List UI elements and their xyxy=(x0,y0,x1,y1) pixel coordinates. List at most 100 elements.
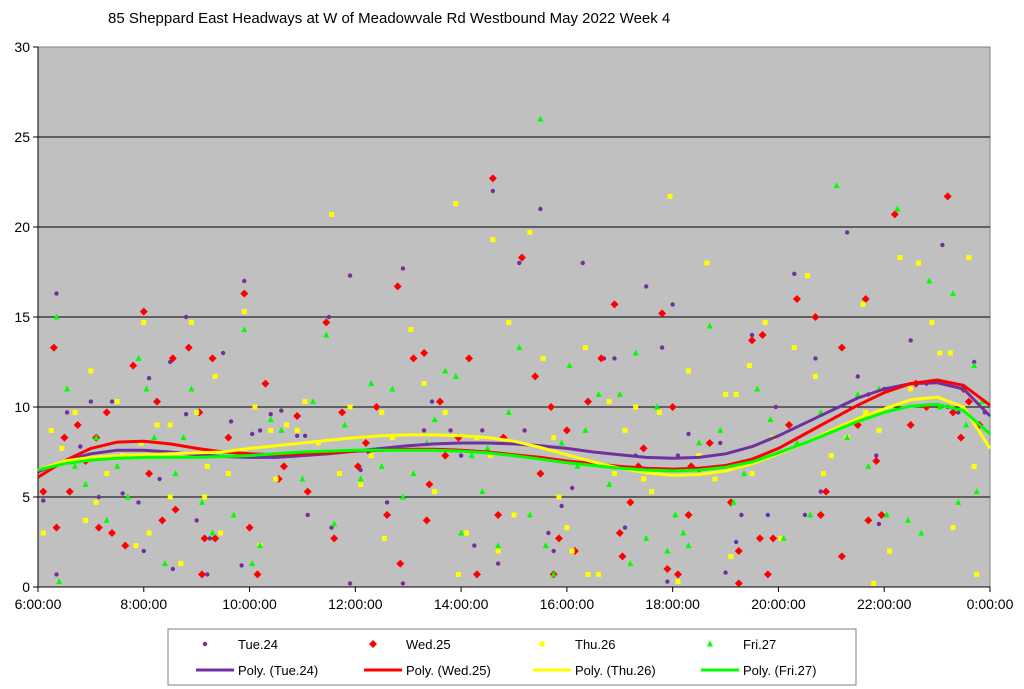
data-point xyxy=(658,309,667,318)
data-point xyxy=(495,548,501,554)
data-point xyxy=(812,373,818,379)
data-point xyxy=(323,331,330,338)
data-point xyxy=(261,379,270,388)
data-point xyxy=(93,499,99,505)
data-point xyxy=(452,372,459,379)
data-point xyxy=(641,476,647,482)
data-point xyxy=(54,291,59,296)
data-point xyxy=(479,488,486,495)
data-point xyxy=(448,428,453,433)
data-point xyxy=(208,354,217,363)
legend-label: Thu.26 xyxy=(575,637,615,652)
data-point xyxy=(733,539,739,545)
data-point xyxy=(890,210,899,219)
data-point xyxy=(908,338,913,343)
data-point xyxy=(537,115,544,122)
data-point xyxy=(675,579,681,585)
data-point xyxy=(239,563,244,568)
data-point xyxy=(871,580,877,586)
data-point xyxy=(442,409,448,415)
data-point xyxy=(487,453,493,459)
data-point xyxy=(94,523,103,532)
data-point xyxy=(616,390,623,397)
data-point xyxy=(574,462,581,469)
data-point xyxy=(551,435,557,441)
data-point xyxy=(837,552,846,561)
data-point xyxy=(673,570,682,579)
data-point xyxy=(845,230,850,235)
y-tick-label: 30 xyxy=(14,39,30,55)
data-point xyxy=(626,498,635,507)
data-point xyxy=(705,439,714,447)
data-point xyxy=(205,572,210,577)
data-point xyxy=(241,309,247,315)
data-point xyxy=(680,529,687,536)
data-point xyxy=(791,345,797,351)
data-point xyxy=(241,326,248,333)
data-point xyxy=(610,300,619,309)
data-point xyxy=(78,444,83,449)
data-point xyxy=(421,428,427,433)
data-point xyxy=(792,271,797,276)
data-point xyxy=(167,494,173,500)
data-point xyxy=(294,433,300,438)
data-point xyxy=(294,427,300,433)
data-point xyxy=(632,349,639,356)
data-point xyxy=(706,322,713,329)
data-point xyxy=(854,390,861,397)
data-point xyxy=(855,374,860,379)
data-point xyxy=(383,511,392,519)
data-point xyxy=(207,536,213,541)
data-point xyxy=(816,511,825,519)
data-point xyxy=(622,427,628,433)
data-point xyxy=(517,253,526,262)
data-point xyxy=(547,403,556,411)
data-point xyxy=(872,457,881,465)
data-point xyxy=(329,211,335,217)
data-point xyxy=(860,301,866,307)
data-point xyxy=(734,579,743,588)
data-point xyxy=(172,470,179,477)
data-point xyxy=(606,480,613,487)
data-point xyxy=(211,534,220,543)
data-point xyxy=(876,427,882,433)
data-point xyxy=(916,260,922,266)
data-point xyxy=(656,409,662,415)
data-point xyxy=(472,570,481,579)
data-point xyxy=(303,487,312,496)
data-point xyxy=(188,385,195,392)
data-point xyxy=(268,412,273,417)
gridlines xyxy=(38,136,990,498)
data-point xyxy=(622,525,628,530)
data-point xyxy=(338,408,347,417)
data-point xyxy=(670,302,675,307)
data-point xyxy=(41,498,46,503)
legend-marker xyxy=(707,640,713,647)
data-point xyxy=(83,517,89,523)
data-point xyxy=(358,467,363,473)
data-point xyxy=(225,471,231,477)
data-point xyxy=(180,434,187,441)
data-point xyxy=(96,494,102,500)
data-point xyxy=(526,511,533,518)
data-point xyxy=(422,516,431,525)
data-point xyxy=(109,399,115,404)
data-point xyxy=(864,516,873,525)
data-point xyxy=(653,403,660,410)
data-point xyxy=(72,462,79,469)
data-point xyxy=(442,367,449,374)
data-point xyxy=(183,412,189,417)
data-point xyxy=(746,363,752,369)
data-point xyxy=(267,416,274,423)
data-point xyxy=(585,571,591,577)
data-point xyxy=(755,534,764,543)
data-point xyxy=(733,391,739,397)
data-point xyxy=(749,332,755,338)
data-point xyxy=(490,188,496,194)
data-point xyxy=(754,385,761,392)
data-point xyxy=(802,512,808,518)
data-point xyxy=(170,566,176,572)
data-point xyxy=(973,488,980,495)
data-point xyxy=(242,278,247,284)
data-point xyxy=(400,581,406,586)
